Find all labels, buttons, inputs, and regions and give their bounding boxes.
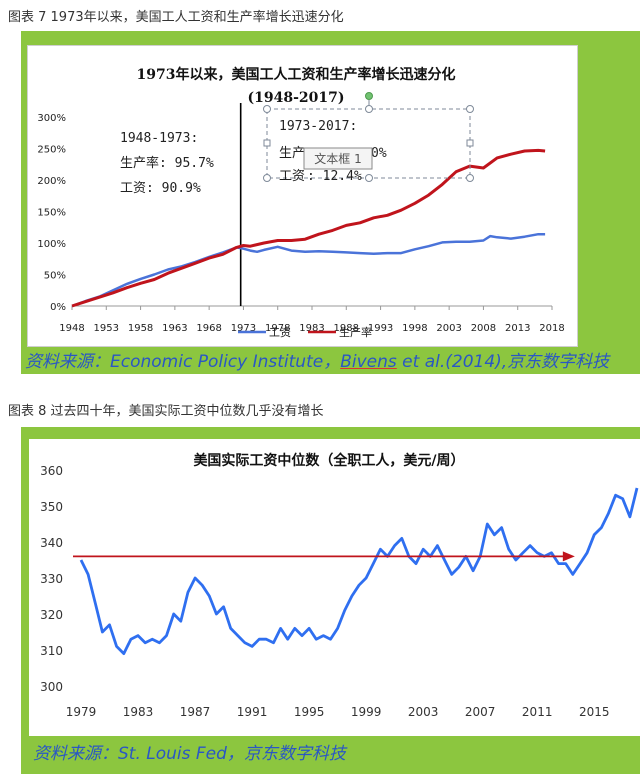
resize-handle-bottom-right[interactable]: [466, 174, 474, 182]
annotation-left-period: 1948-1973:: [120, 131, 198, 146]
figure7-panel: 0% 50% 100% 150% 200% 250% 300% 1948 1953 1958 196…: [21, 31, 640, 374]
y-tick-label: 200%: [37, 176, 66, 187]
figure7-title: 1973年以来，美国工人工资和生产率增长迅速分化: [137, 66, 456, 83]
annotation-right-wage-label: 工资: [279, 169, 305, 184]
y-tick-label: 250%: [37, 145, 66, 156]
y-tick-label: 330: [40, 572, 63, 586]
x-tick-label: 1999: [351, 705, 382, 719]
x-tick-label: 1968: [196, 323, 221, 334]
y-tick-label: 50%: [44, 271, 66, 282]
y-tick-label: 320: [40, 608, 63, 622]
y-tick-label: 100%: [37, 239, 66, 250]
resize-handle-top-right[interactable]: [466, 105, 474, 113]
resize-handle-top-left[interactable]: [263, 105, 271, 113]
figure7-source: 资料来源：Economic Policy Institute，Bivens et…: [25, 347, 609, 372]
figure7-chart-area: 0% 50% 100% 150% 200% 250% 300% 1948 1953 1958 196…: [27, 45, 578, 347]
resize-handle-bottom-left[interactable]: [263, 174, 271, 182]
y-tick-label: 340: [40, 536, 63, 550]
x-tick-label: 2007: [465, 705, 496, 719]
x-tick-label: 1958: [128, 323, 153, 334]
figure7-caption: 图表 7 1973年以来，美国工人工资和生产率增长迅速分化: [8, 10, 344, 25]
y-tick-label: 310: [40, 644, 63, 658]
x-tick-label: 1983: [299, 323, 324, 334]
x-tick-label: 1948: [59, 323, 84, 334]
annotation-right-productivity-value: 0%: [371, 146, 387, 161]
selected-text-box[interactable]: 1973-2017: 生产 0% 工资 : 12.4% 文本框 1: [263, 92, 474, 185]
series-wage-line: [71, 232, 546, 308]
x-tick-label: 1953: [94, 323, 119, 334]
figure8-chart: 300 310 320 330 340 350 360 1979 1983 1987 1991 199…: [40, 452, 639, 719]
figure7-axes: 0% 50% 100% 150% 200% 250% 300% 1948 1953 1958 196…: [37, 103, 565, 334]
y-tick-label: 300%: [37, 113, 66, 124]
resize-handle-left[interactable]: [263, 139, 271, 147]
resize-handle-bottom[interactable]: [365, 174, 373, 182]
annotation-right-period: 1973-2017:: [279, 119, 357, 134]
figure7-subtitle: (1948-2017): [248, 90, 345, 106]
x-tick-label: 1979: [66, 705, 97, 719]
series-median-wage-line: [79, 487, 639, 656]
x-tick-label: 1963: [162, 323, 187, 334]
tooltip-box: [303, 147, 373, 170]
annotation-left-productivity: 生产率: 95.7%: [120, 155, 214, 171]
x-tick-label: 2011: [522, 705, 553, 719]
x-tick-label: 1983: [123, 705, 154, 719]
reference-arrow-head: [562, 551, 575, 562]
figure7-legend: 工资 生产率: [238, 325, 372, 339]
x-tick-label: 1991: [237, 705, 268, 719]
x-tick-label: 1993: [368, 323, 393, 334]
x-tick-label: 2013: [505, 323, 530, 334]
tooltip-text: 文本框 1: [314, 151, 361, 166]
legend-productivity-label: 生产率: [339, 325, 372, 339]
y-tick-label: 360: [40, 464, 63, 478]
x-tick-label: 1978: [265, 323, 290, 334]
figure8-axes: 300 310 320 330 340 350 360 1979 1983 1987 1991 199…: [40, 464, 609, 719]
x-tick-label: 1998: [402, 323, 427, 334]
x-tick-label: 2018: [539, 323, 564, 334]
legend-wage-label: 工资: [269, 326, 291, 339]
x-tick-label: 1988: [334, 323, 359, 334]
annotation-right-productivity-label: 生产: [279, 146, 305, 161]
x-tick-label: 1987: [180, 705, 211, 719]
figure7-source-prefix: 资料来源：Economic Policy Institute，: [25, 352, 341, 372]
figure8-series: [73, 487, 639, 656]
y-tick-label: 300: [40, 680, 63, 694]
annotation-right-wage-value: : 12.4%: [307, 169, 362, 184]
y-tick-label: 350: [40, 500, 63, 514]
y-tick-label: 150%: [37, 208, 66, 219]
rotate-handle[interactable]: [365, 92, 373, 100]
x-tick-label: 2003: [408, 705, 439, 719]
figure7-source-suffix: et al.(2014),京东数字科技: [396, 352, 610, 372]
x-tick-label: 1995: [294, 705, 325, 719]
figure8-caption: 图表 8 过去四十年，美国实际工资中位数几乎没有增长: [8, 404, 324, 419]
figure7-source-author: Bivens: [340, 352, 397, 372]
x-tick-label: 2015: [579, 705, 610, 719]
resize-handle-top[interactable]: [365, 105, 373, 113]
figure8-title: 美国实际工资中位数（全职工人，美元/周）: [193, 452, 464, 469]
x-tick-label: 1973: [231, 323, 256, 334]
resize-handle-right[interactable]: [466, 139, 474, 147]
figure8-source: 资料来源：St. Louis Fed，京东数字科技: [33, 744, 346, 764]
figure8-panel: 300 310 320 330 340 350 360 1979 1983 1987 1991 199…: [21, 427, 640, 774]
x-tick-label: 2003: [436, 323, 461, 334]
figure8-chart-area: 300 310 320 330 340 350 360 1979 1983 1987 1991 199…: [29, 439, 640, 736]
x-tick-label: 2008: [471, 323, 496, 334]
figure7-chart: 0% 50% 100% 150% 200% 250% 300% 1948 1953 1958 196…: [37, 66, 565, 339]
y-tick-label: 0%: [50, 302, 66, 313]
annotation-left-wage: 工资: 90.9%: [120, 181, 201, 196]
